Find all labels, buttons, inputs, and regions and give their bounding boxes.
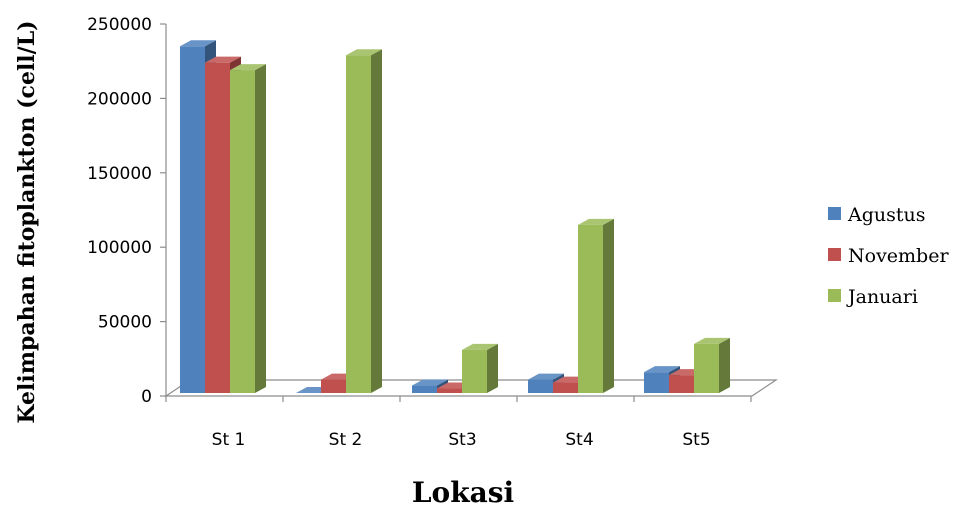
x-tick-label: St 1 — [212, 430, 246, 450]
x-tick-label: St 2 — [329, 430, 363, 450]
x-tick-label: St3 — [448, 430, 476, 450]
bar-januari-0 — [230, 64, 266, 393]
y-axis-title: Kelimpahan fitoplankton (cell/L) — [14, 20, 40, 423]
y-tick-label: 100000 — [87, 238, 152, 258]
bar-januari-1 — [346, 49, 382, 393]
legend-swatch-november — [828, 248, 841, 261]
y-tick-label: 0 — [141, 387, 152, 407]
x-axis-title: Lokasi — [412, 476, 514, 506]
legend-label-november: November — [848, 245, 949, 267]
legend-swatch-januari — [828, 289, 841, 302]
y-tick-label: 250000 — [87, 15, 152, 35]
legend-label-agustus: Agustus — [847, 204, 926, 226]
x-tick-label: St4 — [565, 430, 593, 450]
y-tick-labels: 0 50000 100000 150000 200000 250000 — [87, 15, 152, 407]
legend-label-januari: Januari — [846, 286, 918, 308]
y-tick-label: 150000 — [87, 164, 152, 184]
chart-bars — [180, 40, 730, 394]
y-tick-label: 200000 — [87, 89, 152, 109]
chart-axes — [160, 23, 752, 402]
x-tick-labels: St 1 St 2 St3 St4 St5 — [212, 430, 711, 450]
bar-januari-3 — [578, 218, 614, 393]
y-tick-label: 50000 — [98, 313, 152, 333]
bar-januari-4 — [694, 337, 730, 393]
legend-swatch-agustus — [828, 207, 841, 220]
x-tick-label: St5 — [682, 430, 710, 450]
bar-januari-2 — [462, 343, 498, 393]
legend: Agustus November Januari — [828, 204, 949, 308]
